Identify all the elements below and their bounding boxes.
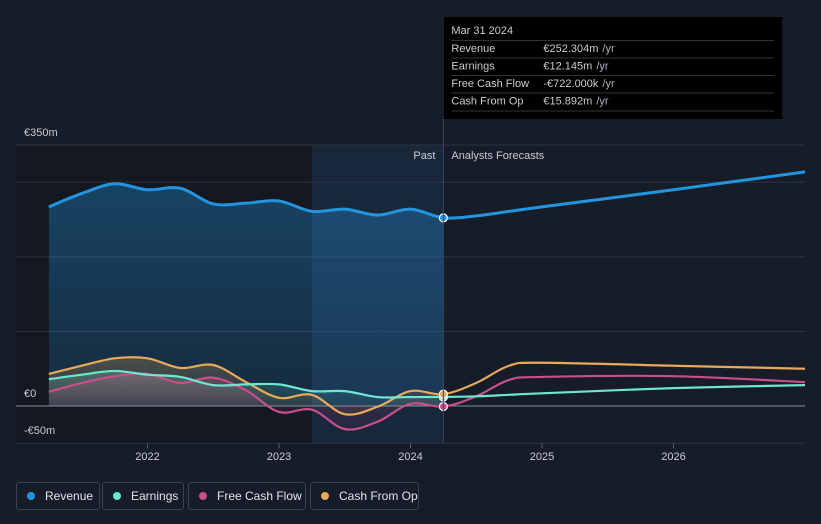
x-tick-label: 2023: [267, 451, 291, 463]
tooltip-value: -€722.000k/yr: [543, 78, 615, 90]
tooltip-value-text: €12.145m: [543, 60, 592, 72]
tooltip-date: Mar 31 2024: [451, 25, 513, 37]
y-tick-label: €350m: [24, 127, 58, 139]
legend-item[interactable]: Free Cash Flow: [188, 482, 306, 510]
past-label: Past: [413, 150, 435, 162]
tooltip-label: Free Cash Flow: [451, 78, 529, 90]
tooltip-value: €12.145m/yr: [543, 60, 608, 72]
area: [48, 357, 444, 415]
legend-label: Revenue: [45, 489, 94, 503]
legend-label: Free Cash Flow: [217, 489, 302, 503]
tooltip-unit: /yr: [602, 43, 615, 55]
legend-label: Earnings: [131, 489, 179, 503]
legend-item[interactable]: Revenue: [16, 482, 100, 510]
x-tick-label: 2025: [530, 451, 554, 463]
tooltip-value-text: €252.304m: [543, 43, 598, 55]
legend-label: Cash From Op: [339, 489, 418, 503]
tooltip-label: Cash From Op: [451, 95, 523, 107]
legend-swatch: [113, 492, 121, 500]
series-line: [48, 356, 806, 416]
legend-item[interactable]: Cash From Op: [310, 482, 419, 510]
legend-swatch: [321, 492, 329, 500]
y-tick-label: €0: [24, 388, 36, 400]
tooltip-unit: /yr: [596, 95, 609, 107]
legend-item[interactable]: Earnings: [102, 482, 184, 510]
series-line: [48, 369, 806, 399]
series-line: [48, 170, 806, 220]
tooltip-label: Earnings: [451, 60, 495, 72]
x-tick-label: 2026: [661, 451, 685, 463]
x-tick-label: 2024: [398, 451, 422, 463]
tooltip-unit: /yr: [596, 60, 609, 72]
x-tick-label: 2022: [135, 451, 159, 463]
tooltip-value-text: €15.892m: [543, 95, 592, 107]
tooltip: [443, 17, 783, 119]
tooltip-value-text: -€722.000k: [543, 78, 599, 90]
tooltip-value: €252.304m/yr: [543, 43, 615, 55]
tooltip-value: €15.892m/yr: [543, 95, 608, 107]
forecast-label: Analysts Forecasts: [451, 150, 544, 162]
area: [48, 183, 444, 407]
legend-swatch: [199, 492, 207, 500]
y-tick-label: -€50m: [24, 425, 55, 437]
legend-swatch: [27, 492, 35, 500]
tooltip-unit: /yr: [602, 78, 615, 90]
tooltip-label: Revenue: [451, 43, 495, 55]
